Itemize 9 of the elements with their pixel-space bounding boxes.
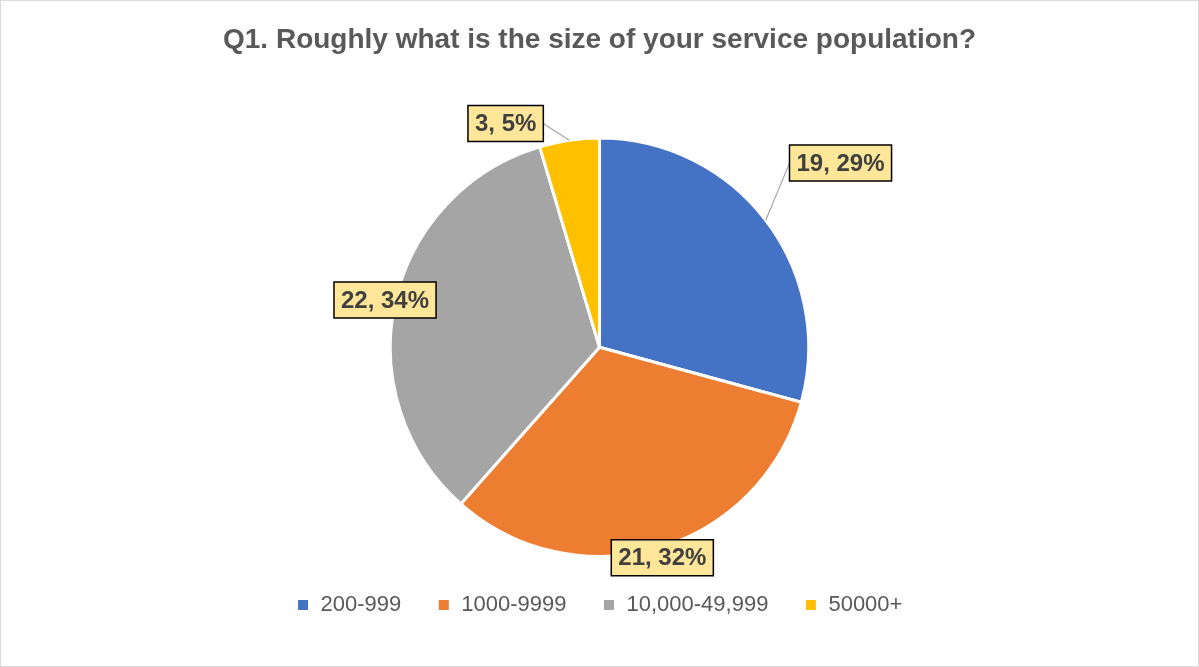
chart-title: Q1. Roughly what is the size of your service population? — [222, 22, 977, 54]
legend-label: 200-999 — [320, 591, 402, 617]
legend-label: 50000+ — [828, 591, 903, 617]
data-label: 19, 29% — [796, 148, 885, 176]
legend-label: 10,000-49,999 — [626, 591, 769, 617]
data-label: 21, 32% — [618, 543, 707, 571]
data-label: 3, 5% — [474, 109, 537, 137]
legend-label: 1000-9999 — [461, 591, 567, 617]
data-label: 22, 34% — [340, 285, 430, 313]
